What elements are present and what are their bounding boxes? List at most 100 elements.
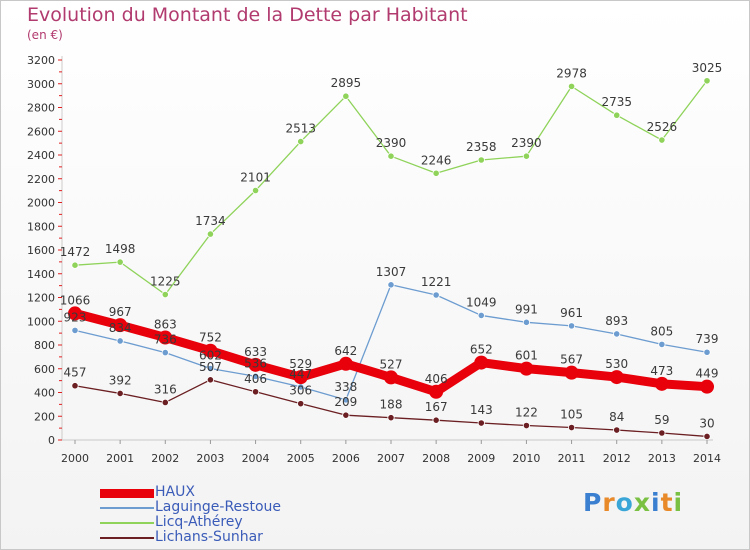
chart-subtitle: (en €): [27, 28, 63, 42]
series-line-licq-ath-rey: [74, 80, 708, 296]
data-point: [116, 258, 124, 266]
data-label: 530: [605, 357, 628, 371]
data-label: 961: [560, 306, 583, 320]
data-label: 316: [154, 382, 177, 396]
data-point: [251, 372, 260, 380]
data-label: 642: [334, 344, 357, 358]
data-point: [429, 384, 444, 399]
data-point: [68, 306, 82, 321]
legend-label: HAUX: [155, 484, 195, 500]
data-point: [342, 411, 350, 419]
data-point: [703, 432, 711, 441]
data-label: 338: [334, 380, 357, 394]
y-tick-label: 1200: [27, 292, 55, 305]
data-label: 805: [650, 324, 673, 338]
data-label: 752: [199, 331, 222, 345]
data-label: 449: [696, 367, 719, 381]
data-label: 406: [425, 372, 448, 386]
chart-title: Evolution du Montant de la Dette par Hab…: [27, 4, 468, 26]
y-tick-label: 3200: [27, 54, 55, 67]
data-label: 457: [64, 366, 87, 380]
data-label: 2735: [601, 95, 632, 109]
data-label: 2101: [240, 171, 271, 185]
data-label: 1066: [60, 293, 91, 307]
y-tick-label: 1800: [27, 220, 55, 233]
data-point: [477, 419, 485, 427]
data-point: [338, 356, 353, 371]
data-label: 2513: [285, 122, 316, 136]
legend-label: Lichans-Sunhar: [155, 529, 263, 545]
data-point: [703, 348, 711, 356]
y-tick-label: 400: [34, 387, 55, 400]
data-label: 143: [470, 403, 493, 417]
data-label: 105: [560, 408, 583, 422]
y-tick-label: 200: [34, 410, 55, 423]
data-point: [342, 92, 350, 100]
data-point: [567, 82, 576, 90]
data-point: [248, 357, 263, 372]
data-label: 2978: [556, 66, 587, 80]
data-label: 2526: [647, 120, 678, 134]
data-label: 1734: [195, 214, 226, 228]
data-label: 893: [605, 314, 628, 328]
data-label: 167: [425, 400, 448, 414]
data-label: 447: [289, 367, 312, 381]
data-point: [613, 426, 621, 434]
data-label: 863: [154, 318, 177, 332]
legend-label: Laguinge-Restoue: [155, 499, 281, 515]
data-point: [161, 290, 169, 299]
data-point: [161, 398, 169, 407]
data-point: [522, 152, 531, 160]
data-label: 392: [109, 373, 132, 387]
y-tick-label: 1400: [27, 268, 55, 281]
data-point: [206, 376, 215, 384]
data-point: [342, 396, 350, 404]
data-label: 1498: [105, 242, 136, 256]
data-label: 507: [199, 360, 222, 374]
data-point: [251, 186, 260, 195]
data-point: [522, 318, 531, 326]
data-label: 991: [515, 302, 538, 316]
data-label: 567: [560, 353, 583, 367]
data-label: 2390: [511, 136, 542, 150]
data-point: [609, 370, 624, 385]
y-tick-label: 2600: [27, 125, 55, 138]
y-tick-label: 2200: [27, 173, 55, 186]
y-tick-label: 1000: [27, 315, 55, 328]
y-tick-label: 600: [34, 363, 55, 376]
data-point: [564, 365, 579, 380]
data-point: [658, 340, 666, 349]
data-point: [567, 423, 576, 432]
data-label: 84: [609, 410, 624, 424]
data-label: 602: [199, 349, 222, 363]
data-point: [432, 416, 440, 424]
x-tick-label: 2008: [422, 452, 450, 465]
data-point: [161, 348, 169, 357]
data-label: 967: [109, 305, 132, 319]
x-tick-label: 2006: [332, 452, 360, 465]
data-point: [116, 337, 124, 345]
data-point: [71, 261, 79, 269]
data-label: 122: [515, 406, 538, 420]
legend-swatch: [100, 537, 154, 539]
data-point: [658, 429, 666, 437]
x-tick-label: 2004: [242, 452, 270, 465]
data-label: 633: [244, 345, 267, 359]
x-tick-label: 2002: [151, 452, 179, 465]
legend-label: Licq-Athérey: [155, 514, 243, 530]
proxiti-logo: Proxiti: [583, 488, 684, 517]
data-point: [71, 382, 79, 390]
x-tick-label: 2003: [196, 452, 224, 465]
data-label: 527: [380, 357, 403, 371]
data-label: 2390: [376, 136, 407, 150]
y-tick-label: 1600: [27, 244, 55, 257]
legend-swatch: [100, 488, 154, 498]
legend-swatch: [100, 507, 154, 509]
data-point: [613, 330, 621, 338]
data-label: 2358: [466, 140, 497, 154]
data-point: [703, 77, 711, 85]
data-point: [567, 322, 576, 330]
data-label: 536: [244, 356, 267, 370]
